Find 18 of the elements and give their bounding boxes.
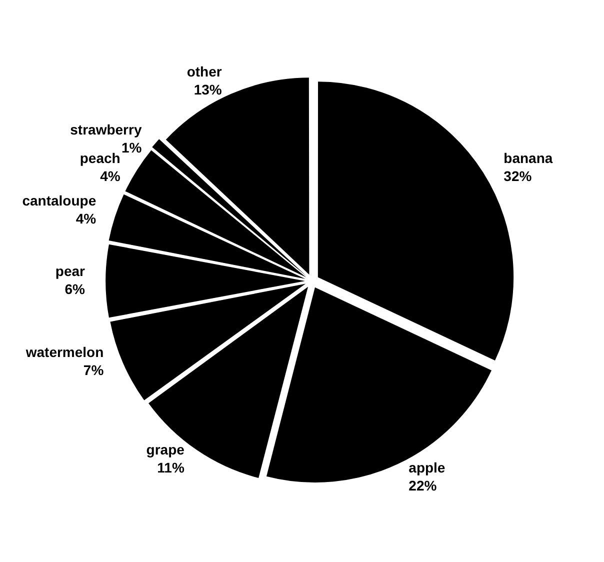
data-label: 11% bbox=[157, 460, 185, 476]
data-label: 32% bbox=[504, 168, 532, 184]
slice-label: banana bbox=[504, 150, 553, 166]
data-label: 4% bbox=[76, 210, 97, 227]
data-label: 7% bbox=[83, 362, 104, 378]
data-label: 1% bbox=[121, 140, 142, 156]
data-label: 4% bbox=[100, 168, 121, 184]
slice-label: apple bbox=[408, 459, 446, 476]
data-label: 22% bbox=[408, 477, 438, 494]
slice-label: peach bbox=[80, 150, 120, 166]
slice-label: other bbox=[186, 64, 222, 80]
slice-label: pear bbox=[55, 262, 86, 279]
data-label: 6% bbox=[64, 280, 86, 297]
data-label: 13% bbox=[194, 82, 222, 98]
slice-label: watermelon bbox=[24, 344, 104, 360]
slice-label: grape bbox=[146, 442, 185, 458]
slice-label: cantaloupe bbox=[22, 192, 96, 209]
slice-label: strawberry bbox=[70, 122, 142, 138]
